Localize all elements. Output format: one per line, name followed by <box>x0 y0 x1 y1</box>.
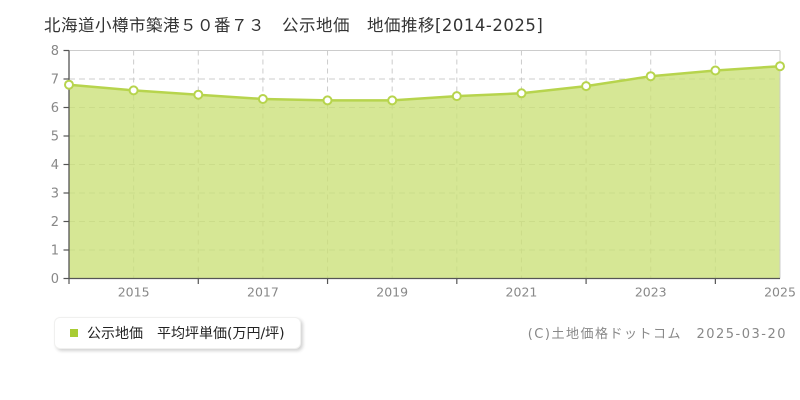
y-tick-label: 8 <box>51 44 59 59</box>
y-tick-label: 0 <box>51 272 59 287</box>
data-point-2022[interactable]: 2022: 6.75 <box>581 81 592 92</box>
data-point-2025[interactable]: 2025: 7.45 <box>775 61 785 72</box>
y-tick-label: 6 <box>51 101 59 116</box>
y-tick-label: 3 <box>51 187 59 202</box>
data-point-2023[interactable]: 2023: 7.1 <box>645 71 656 82</box>
y-tick-label: 2 <box>51 215 59 230</box>
y-tick-label: 5 <box>51 130 59 145</box>
data-point-2020[interactable]: 2020: 6.4 <box>451 91 462 102</box>
x-tick-label: 2025 <box>764 285 796 300</box>
x-tick-label: 2021 <box>506 285 538 300</box>
data-point-2021[interactable]: 2021: 6.5 <box>516 88 527 99</box>
data-point-2018[interactable]: 2018: 6.25 <box>322 95 333 106</box>
data-point-2014[interactable]: 2014: 6.8 <box>64 79 74 90</box>
y-tick-label: 7 <box>51 73 59 88</box>
legend-label: 公示地価 平均坪単価(万円/坪) <box>87 326 285 342</box>
data-point-2015[interactable]: 2015: 6.6 <box>128 85 139 96</box>
series-area-fill <box>69 66 780 279</box>
data-point-2016[interactable]: 2016: 6.45 <box>193 89 204 100</box>
data-point-2019[interactable]: 2019: 6.25 <box>387 95 398 106</box>
legend-marker-icon <box>70 329 78 337</box>
x-tick-label: 2015 <box>118 285 150 300</box>
y-tick-label: 4 <box>51 158 59 173</box>
legend-item-koji-chika[interactable]: 公示地価 平均坪単価(万円/坪) <box>54 317 301 349</box>
page-title: 北海道小樽市築港５０番７３ 公示地価 地価推移[2014-2025] <box>44 16 544 35</box>
y-tick-label: 1 <box>51 244 59 259</box>
data-point-2017[interactable]: 2017: 6.3 <box>257 94 268 104</box>
x-tick-label: 2017 <box>247 285 279 300</box>
data-point-2024[interactable]: 2024: 7.3 <box>710 65 721 76</box>
x-tick-label: 2019 <box>376 285 408 300</box>
copyright-note: (C)土地価格ドットコム 2025-03-20 <box>527 327 787 342</box>
series-line <box>68 64 781 102</box>
x-tick-label: 2023 <box>635 285 667 300</box>
